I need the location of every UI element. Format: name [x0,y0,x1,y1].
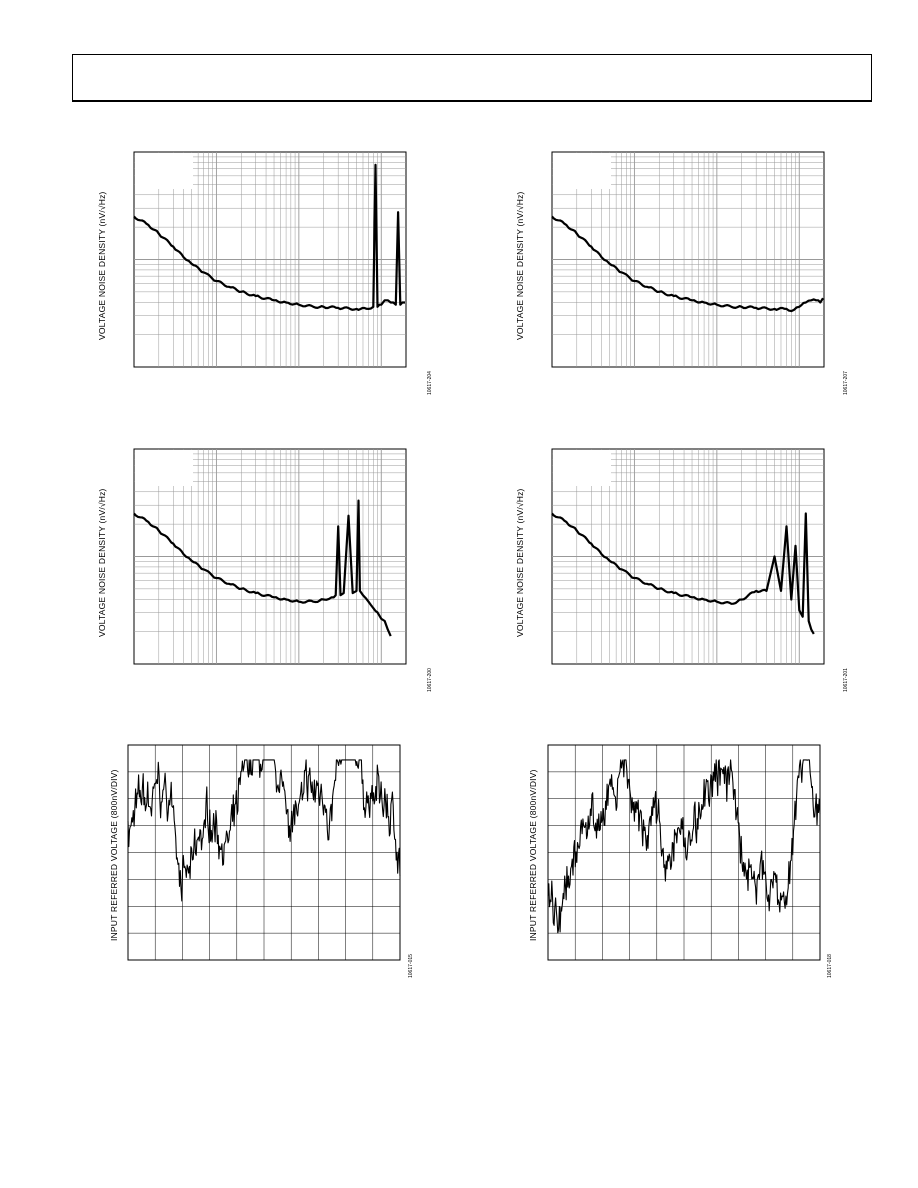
plot-area [133,151,407,368]
voltage-noise-trace [127,759,401,902]
figure-id: 10617-207 [843,371,849,395]
noise-density-series [551,215,824,313]
legend-box [553,450,611,486]
noise-density-series [133,499,392,637]
figure-id: 10617-201 [843,668,849,692]
plot-area [133,448,407,665]
voltage-noise-trace [547,759,821,934]
noise-density-chart-3: VOLTAGE NOISE DENSITY (nV/√Hz) 10617-200 [90,442,433,702]
figure-id: 10617-015 [408,954,414,978]
noise-density-chart-4: VOLTAGE NOISE DENSITY (nV/√Hz) 10617-201 [508,442,849,702]
noise-density-chart-2: VOLTAGE NOISE DENSITY (nV/√Hz) 10617-207 [508,145,849,405]
figure-id: 10617-200 [427,668,433,692]
legend-box [135,153,193,189]
noise-density-series [133,163,406,311]
input-noise-time-chart-1: INPUT REFERRED VOLTAGE (800nV/DIV) 10617… [100,738,430,988]
legend-box [135,450,193,486]
figure-id: 10617-018 [827,954,833,978]
plot-area [127,744,401,961]
plot-area [547,744,821,961]
input-noise-time-chart-2: INPUT REFERRED VOLTAGE (800nV/DIV) 10617… [520,738,850,988]
figure-id: 10617-204 [427,371,433,395]
noise-density-series [551,512,815,635]
plot-area [551,448,825,665]
noise-density-chart-1: VOLTAGE NOISE DENSITY (nV/√Hz) 10617-204 [90,145,433,405]
page-header-box [72,54,872,102]
legend-box [553,153,611,189]
plot-area [551,151,825,368]
